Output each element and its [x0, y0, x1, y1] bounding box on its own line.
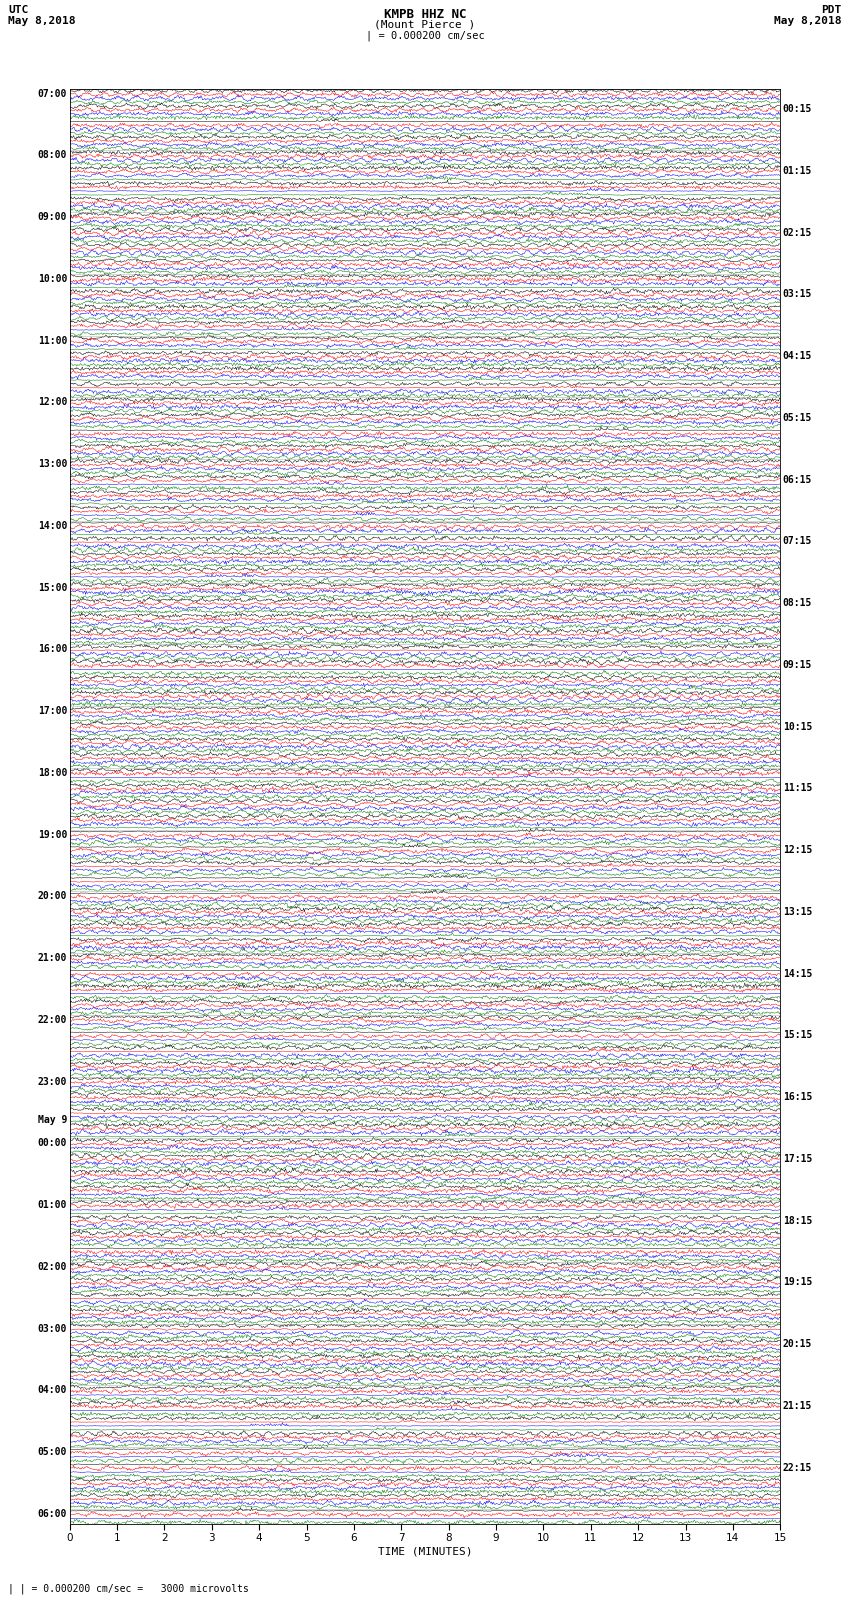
- Text: May 9: May 9: [37, 1116, 67, 1126]
- Text: 17:15: 17:15: [783, 1153, 813, 1165]
- Text: 01:15: 01:15: [783, 166, 813, 176]
- Text: 16:00: 16:00: [37, 645, 67, 655]
- Text: 14:00: 14:00: [37, 521, 67, 531]
- Text: 09:00: 09:00: [37, 213, 67, 223]
- Text: 13:00: 13:00: [37, 460, 67, 469]
- Text: 22:15: 22:15: [783, 1463, 813, 1473]
- Text: 00:00: 00:00: [37, 1139, 67, 1148]
- Text: 18:15: 18:15: [783, 1216, 813, 1226]
- Text: 00:15: 00:15: [783, 105, 813, 115]
- Text: 04:15: 04:15: [783, 352, 813, 361]
- Text: 05:15: 05:15: [783, 413, 813, 423]
- Text: 20:15: 20:15: [783, 1339, 813, 1348]
- Text: 13:15: 13:15: [783, 907, 813, 916]
- X-axis label: TIME (MINUTES): TIME (MINUTES): [377, 1547, 473, 1557]
- Text: 22:00: 22:00: [37, 1015, 67, 1024]
- Text: PDT: PDT: [821, 5, 842, 15]
- Text: 20:00: 20:00: [37, 892, 67, 902]
- Text: | = 0.000200 cm/sec: | = 0.000200 cm/sec: [366, 31, 484, 42]
- Text: 15:15: 15:15: [783, 1031, 813, 1040]
- Text: (Mount Pierce ): (Mount Pierce ): [374, 19, 476, 29]
- Text: 14:15: 14:15: [783, 968, 813, 979]
- Text: 03:15: 03:15: [783, 289, 813, 300]
- Text: 07:15: 07:15: [783, 537, 813, 547]
- Text: 18:00: 18:00: [37, 768, 67, 777]
- Text: 11:15: 11:15: [783, 784, 813, 794]
- Text: 19:00: 19:00: [37, 829, 67, 840]
- Text: 10:00: 10:00: [37, 274, 67, 284]
- Text: KMPB HHZ NC: KMPB HHZ NC: [383, 8, 467, 21]
- Text: 09:15: 09:15: [783, 660, 813, 669]
- Text: 10:15: 10:15: [783, 721, 813, 732]
- Text: 16:15: 16:15: [783, 1092, 813, 1102]
- Text: 12:15: 12:15: [783, 845, 813, 855]
- Text: 23:00: 23:00: [37, 1076, 67, 1087]
- Text: 03:00: 03:00: [37, 1324, 67, 1334]
- Text: 06:15: 06:15: [783, 474, 813, 484]
- Text: 01:00: 01:00: [37, 1200, 67, 1210]
- Text: 05:00: 05:00: [37, 1447, 67, 1457]
- Text: 08:15: 08:15: [783, 598, 813, 608]
- Text: 02:00: 02:00: [37, 1261, 67, 1273]
- Text: 21:15: 21:15: [783, 1400, 813, 1411]
- Text: 15:00: 15:00: [37, 582, 67, 592]
- Text: 02:15: 02:15: [783, 227, 813, 237]
- Text: | | = 0.000200 cm/sec =   3000 microvolts: | | = 0.000200 cm/sec = 3000 microvolts: [8, 1582, 249, 1594]
- Text: 17:00: 17:00: [37, 706, 67, 716]
- Text: 19:15: 19:15: [783, 1277, 813, 1287]
- Text: 06:00: 06:00: [37, 1508, 67, 1519]
- Text: 08:00: 08:00: [37, 150, 67, 160]
- Text: UTC: UTC: [8, 5, 29, 15]
- Text: 11:00: 11:00: [37, 336, 67, 345]
- Text: 12:00: 12:00: [37, 397, 67, 408]
- Text: 21:00: 21:00: [37, 953, 67, 963]
- Text: May 8,2018: May 8,2018: [774, 16, 842, 26]
- Text: 04:00: 04:00: [37, 1386, 67, 1395]
- Text: 07:00: 07:00: [37, 89, 67, 98]
- Text: May 8,2018: May 8,2018: [8, 16, 76, 26]
